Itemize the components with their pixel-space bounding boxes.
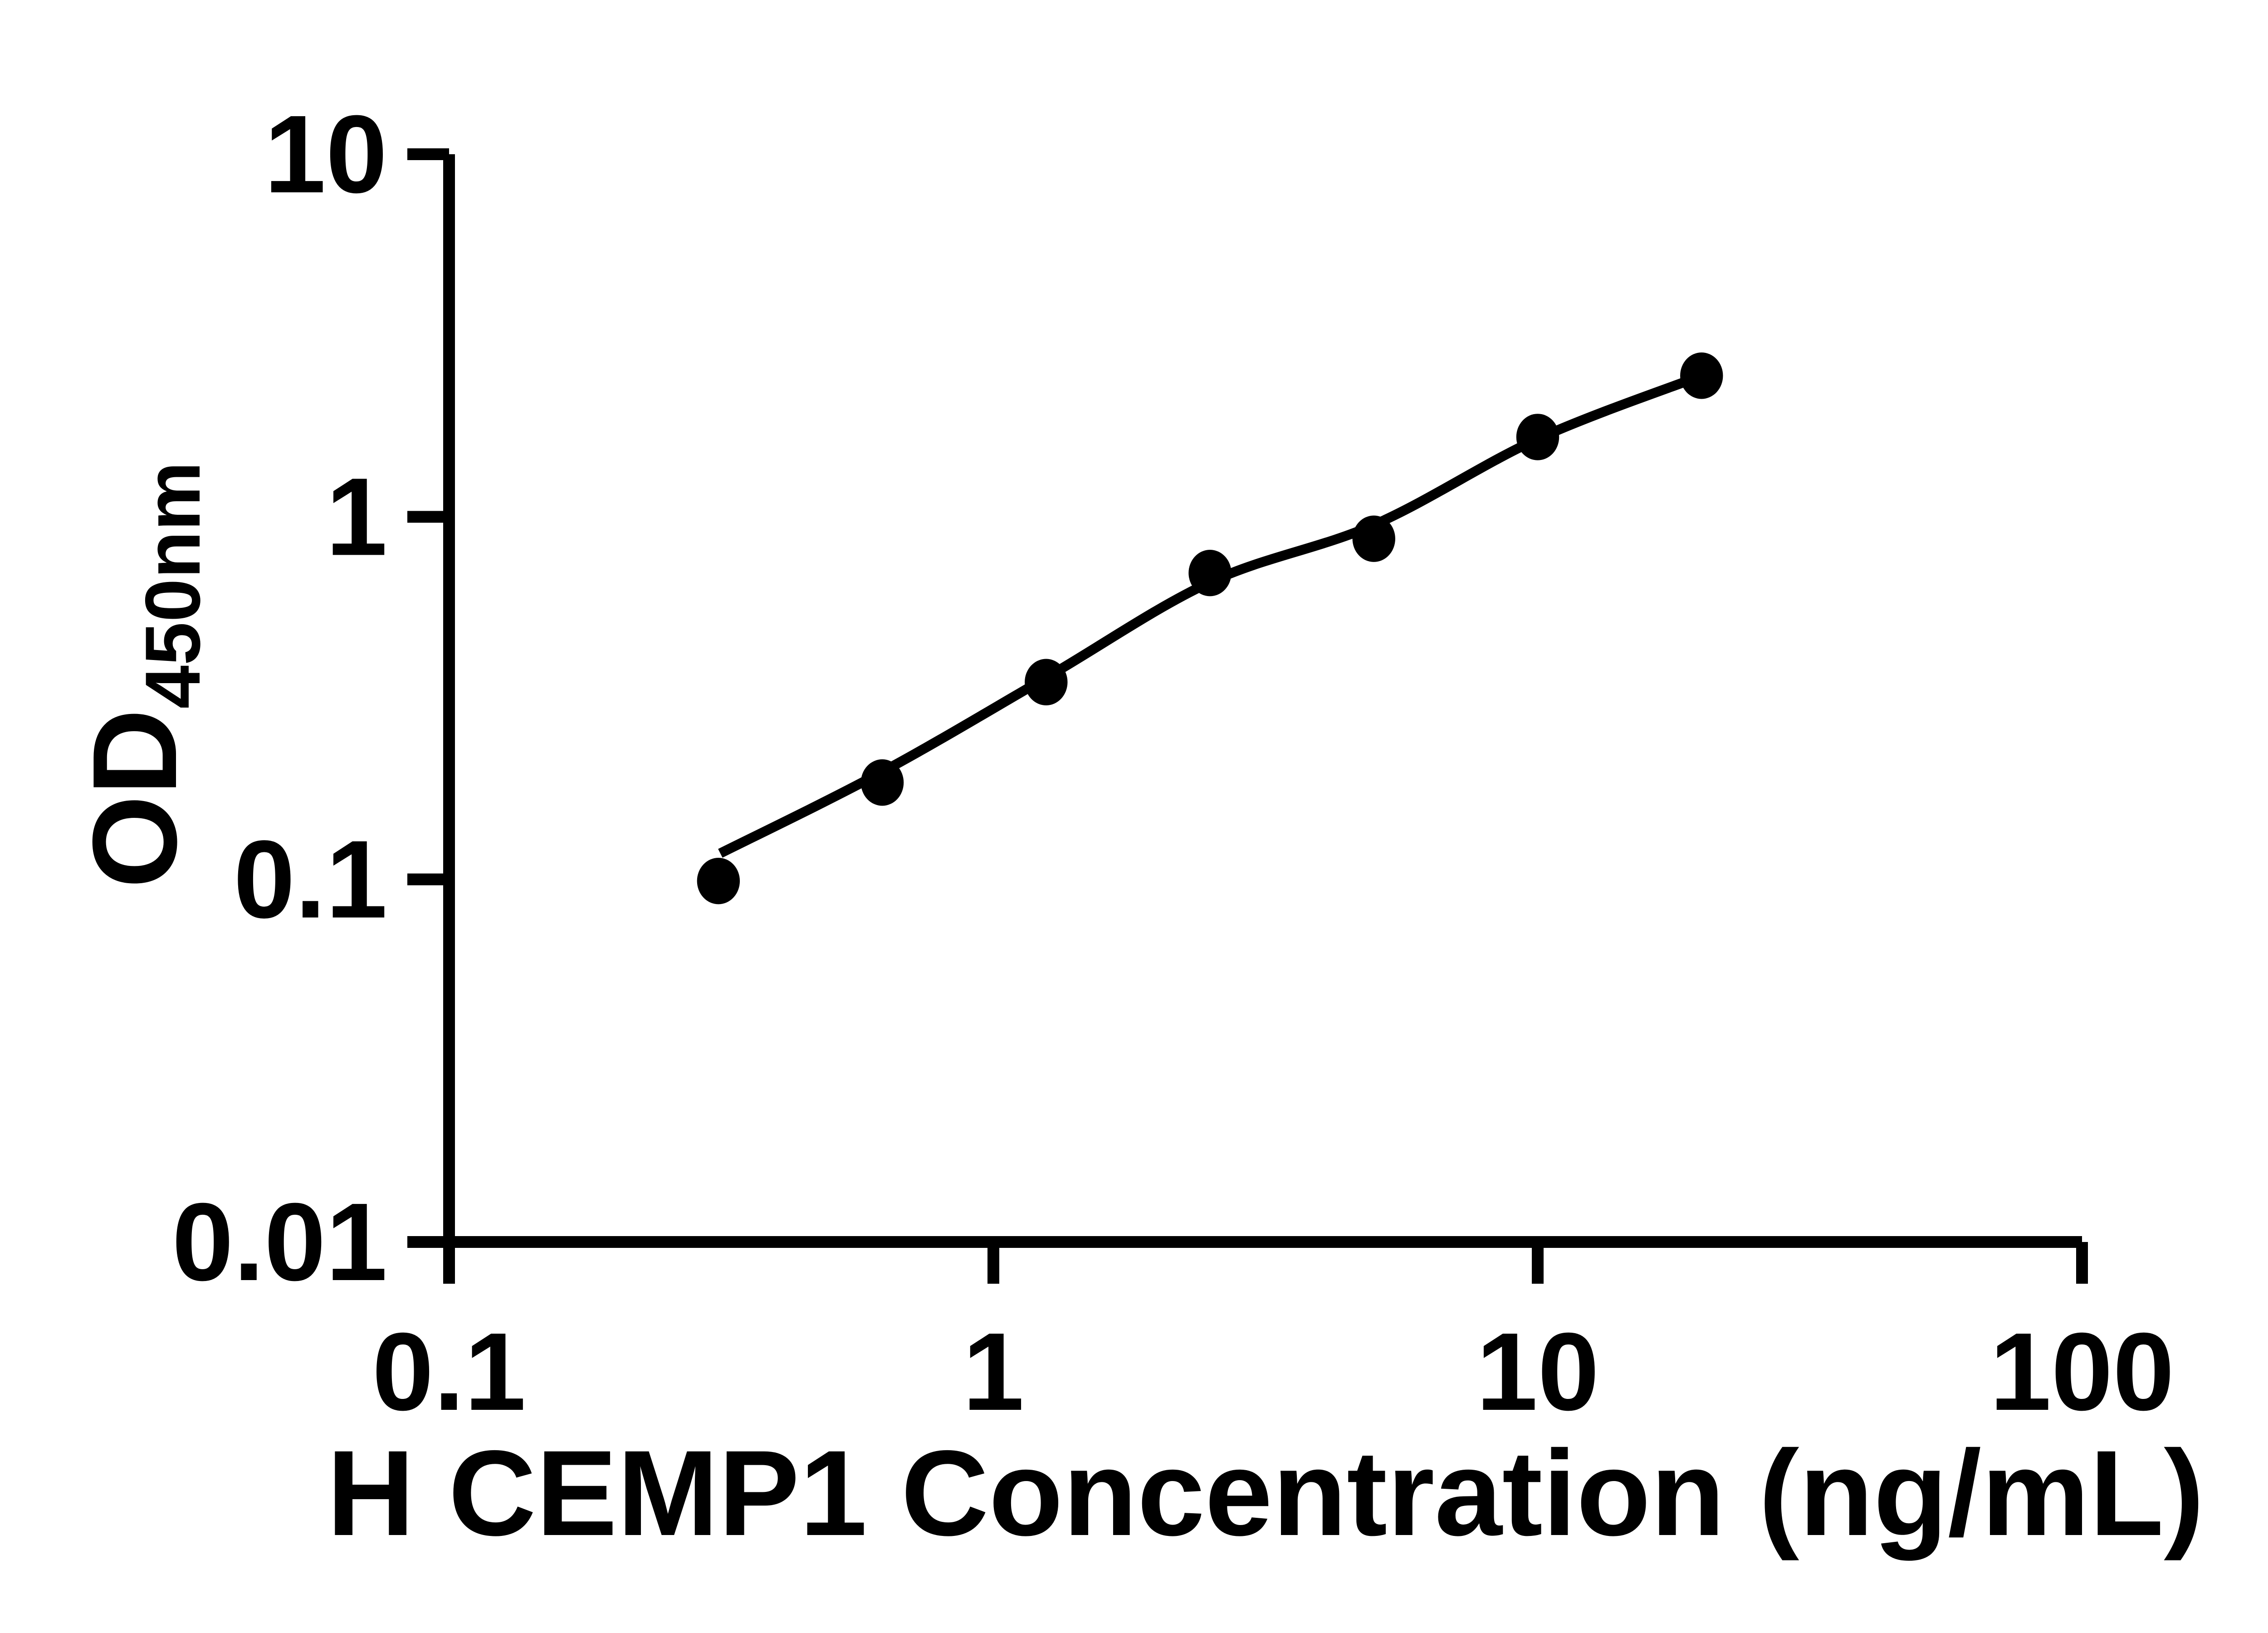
y-tick-label-0.01: 0.01 xyxy=(172,1180,387,1304)
x-tick-label-0.1: 0.1 xyxy=(372,1310,526,1433)
y-axis-title-base: OD xyxy=(68,709,201,888)
y-tick-label-10: 10 xyxy=(264,92,387,216)
data-point-marker-5 xyxy=(1352,515,1395,562)
x-axis-title: H CEMP1 Concentration (ng/mL) xyxy=(327,1425,2204,1562)
data-point-marker-1 xyxy=(697,857,740,905)
data-point-marker-4 xyxy=(1188,549,1232,596)
axis-spine xyxy=(443,154,2082,1248)
data-point-marker-2 xyxy=(860,759,904,806)
y-tick-label-1: 1 xyxy=(326,455,387,578)
y-tick-label-0.1: 0.1 xyxy=(234,817,387,941)
data-point-marker-6 xyxy=(1516,414,1559,460)
y-axis-title-subscript: 450nm xyxy=(129,462,216,709)
x-tick-label-100: 100 xyxy=(1989,1310,2174,1433)
data-point-marker-3 xyxy=(1025,659,1068,705)
x-tick-label-10: 10 xyxy=(1476,1310,1599,1433)
y-axis-title: OD450nm xyxy=(68,462,216,889)
x-tick-label-1: 1 xyxy=(963,1310,1024,1433)
data-point-marker-7 xyxy=(1680,352,1723,399)
